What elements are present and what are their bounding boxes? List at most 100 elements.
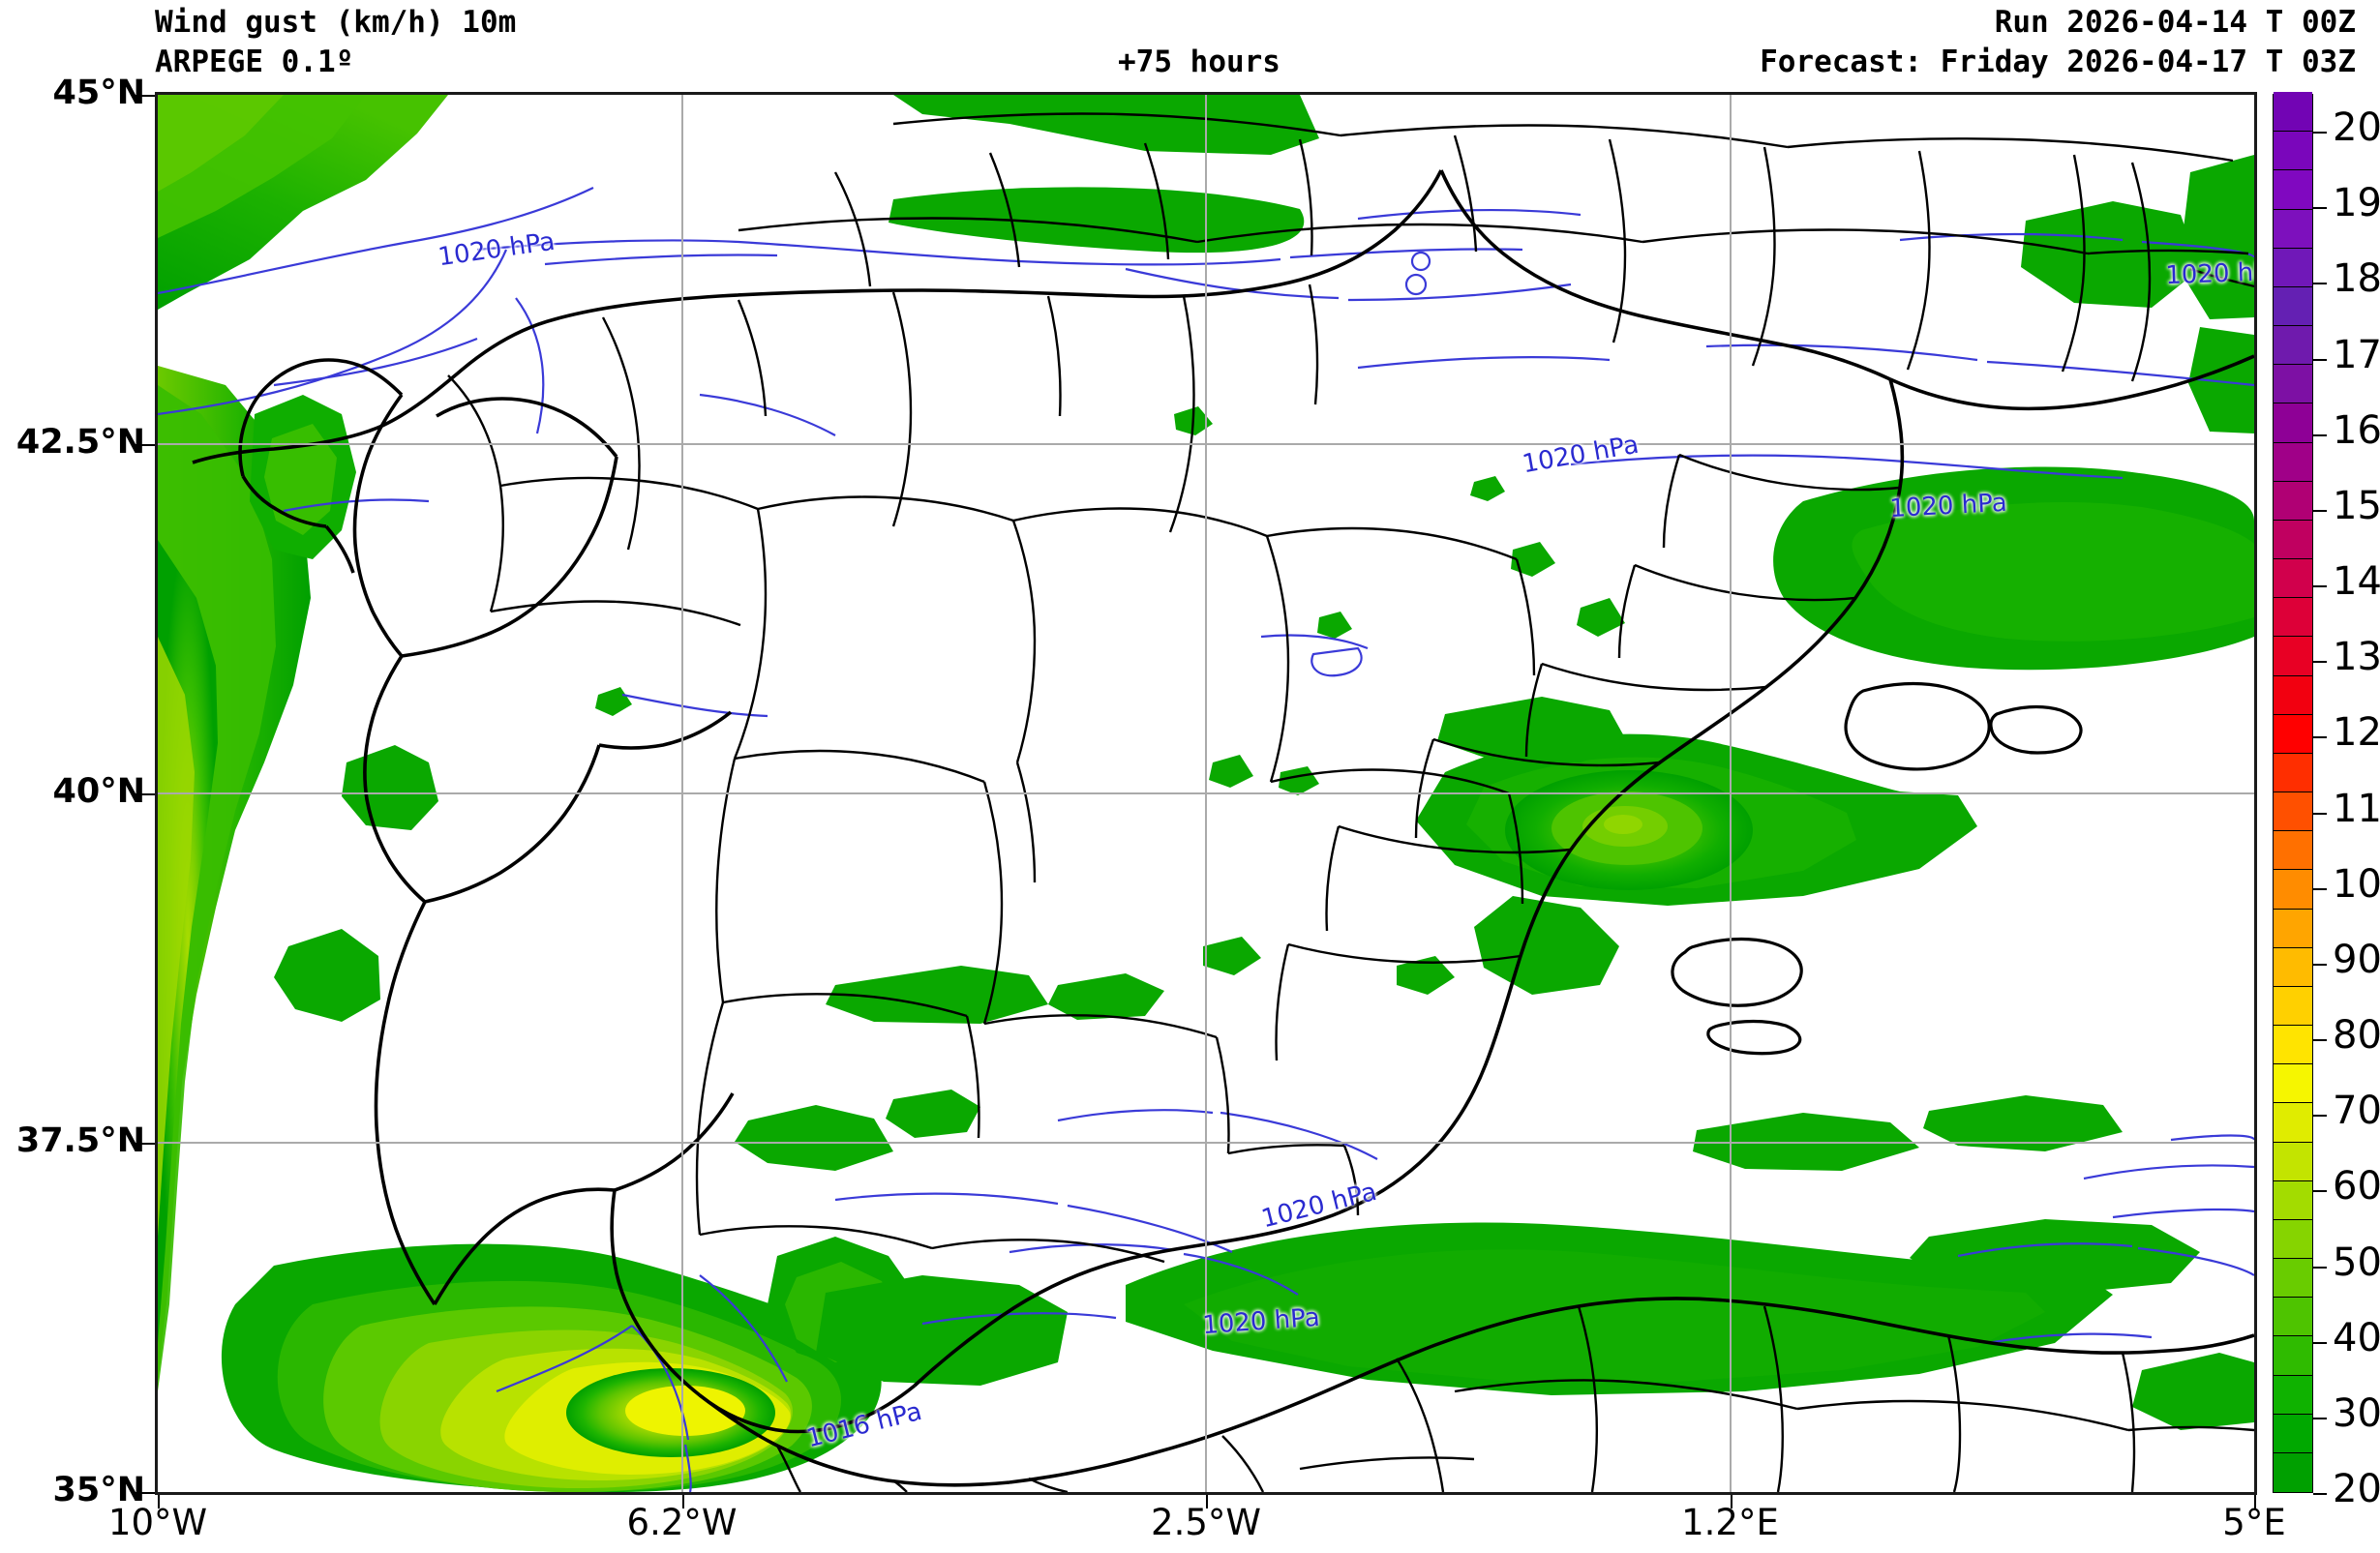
colorbar-segment-divider <box>2274 1141 2312 1143</box>
colorbar-segment <box>2274 286 2312 326</box>
colorbar-segment <box>2274 1335 2312 1376</box>
isobar-label: 1020 hPa <box>2164 256 2257 291</box>
colorbar-segment <box>2274 674 2312 715</box>
colorbar-segment <box>2274 1374 2312 1415</box>
colorbar-segment-divider <box>2274 752 2312 754</box>
colorbar-tick-mark <box>2313 736 2327 739</box>
colorbar-tick-mark <box>2313 1266 2327 1269</box>
colorbar-segment-divider <box>2274 1180 2312 1181</box>
colorbar-segment-divider <box>2274 441 2312 443</box>
colorbar-segment-divider <box>2274 791 2312 792</box>
y-axis-tick-label: 37.5°N <box>15 1121 145 1160</box>
colorbar-segment <box>2274 1258 2312 1299</box>
y-axis-tick-label: 35°N <box>52 1471 146 1509</box>
y-axis-tick-mark <box>136 793 155 795</box>
colorbar-segment <box>2274 1219 2312 1259</box>
colorbar-segment <box>2274 1102 2312 1143</box>
colorbar-segment-divider <box>2274 1413 2312 1415</box>
colorbar-segment <box>2274 169 2312 210</box>
colorbar-segment <box>2274 520 2312 559</box>
colorbar-segment-divider <box>2274 208 2312 210</box>
graticule <box>158 95 2254 1492</box>
y-axis-tick-mark <box>136 444 155 446</box>
isobar-lines <box>158 187 2254 1492</box>
lead-time-label: +75 hours <box>1118 45 1280 79</box>
colorbar-segment-divider <box>2274 713 2312 715</box>
x-axis-tick-label: 5°E <box>2222 1502 2286 1543</box>
colorbar-segment <box>2274 1414 2312 1453</box>
colorbar-segment <box>2274 325 2312 366</box>
x-axis-tick-label: 6.2°W <box>626 1502 738 1543</box>
colorbar-segment-divider <box>2274 169 2312 171</box>
y-axis-tick-mark <box>136 1492 155 1494</box>
colorbar-tick-label: 200 <box>2333 105 2380 151</box>
colorbar-tick-label: 130 <box>2333 635 2380 680</box>
colorbar-segment <box>2274 597 2312 638</box>
colorbar-segment-divider <box>2274 597 2312 599</box>
colorbar-tick-label: 40 <box>2333 1315 2380 1360</box>
colorbar-segment <box>2274 441 2312 482</box>
y-axis-tick-label: 42.5°N <box>15 423 145 462</box>
colorbar-tick-mark <box>2313 1493 2327 1495</box>
colorbar-tick-label: 180 <box>2333 256 2380 302</box>
colorbar-tick-label: 80 <box>2333 1013 2380 1059</box>
colorbar-tick-label: 70 <box>2333 1089 2380 1134</box>
colorbar-segment-divider <box>2274 1297 2312 1299</box>
colorbar-segment-divider <box>2274 946 2312 948</box>
colorbar-segment-divider <box>2274 869 2312 871</box>
colorbar-tick-mark <box>2313 1115 2327 1118</box>
x-axis-tick-mark <box>681 1495 684 1508</box>
y-axis-tick-mark <box>136 1143 155 1145</box>
colorbar-tick-label: 90 <box>2333 937 2380 982</box>
colorbar-tick-label: 160 <box>2333 407 2380 453</box>
map-header: Wind gust (km/h) 10m ARPEGE 0.1º +75 hou… <box>0 0 2380 92</box>
colorbar-tick-mark <box>2313 812 2327 815</box>
colorbar-segment-divider <box>2274 1063 2312 1065</box>
colorbar-tick-mark <box>2313 283 2327 285</box>
colorbar-tick-label: 30 <box>2333 1390 2380 1436</box>
colorbar-segment <box>2274 208 2312 249</box>
colorbar-tick-mark <box>2313 1190 2327 1193</box>
colorbar-segment <box>2274 714 2312 754</box>
colorbar-segment-divider <box>2274 558 2312 559</box>
colorbar-tick-mark <box>2313 132 2327 134</box>
colorbar-segment <box>2274 1297 2312 1337</box>
colorbar-segment <box>2274 1063 2312 1104</box>
colorbar-segments <box>2274 92 2312 1492</box>
colorbar[interactable] <box>2273 92 2313 1493</box>
colorbar-segment-divider <box>2274 364 2312 366</box>
colorbar-tick-label: 50 <box>2333 1239 2380 1285</box>
colorbar-segment <box>2274 248 2312 287</box>
colorbar-tick-label: 110 <box>2333 786 2380 831</box>
x-axis-tick-mark <box>2254 1495 2256 1508</box>
colorbar-tick-label: 140 <box>2333 559 2380 605</box>
colorbar-tick-mark <box>2313 509 2327 512</box>
colorbar-segment-divider <box>2274 636 2312 638</box>
colorbar-segment <box>2274 1180 2312 1220</box>
run-label: Run 2026-04-14 T 00Z <box>1994 5 2356 40</box>
colorbar-segment <box>2274 481 2312 521</box>
x-axis-tick-mark <box>158 1495 160 1508</box>
colorbar-segment <box>2274 1452 2312 1492</box>
colorbar-segment <box>2274 908 2312 948</box>
colorbar-segment-divider <box>2274 285 2312 287</box>
colorbar-segment-divider <box>2274 1258 2312 1259</box>
colorbar-tick-mark <box>2313 1417 2327 1419</box>
colorbar-segment-divider <box>2274 325 2312 326</box>
colorbar-segment <box>2274 558 2312 599</box>
colorbar-tick-mark <box>2313 887 2327 890</box>
colorbar-segment-divider <box>2274 1451 2312 1453</box>
colorbar-segment <box>2274 1141 2312 1181</box>
colorbar-segment-divider <box>2274 131 2312 133</box>
colorbar-segment-divider <box>2274 985 2312 987</box>
weather-map-panel[interactable]: 1020 hPa 1020 hPa 1020 hPa 1020 hPa 1020 hPa… <box>155 92 2257 1495</box>
colorbar-tick-label: 120 <box>2333 710 2380 756</box>
colorbar-segment <box>2274 1025 2312 1065</box>
colorbar-tick-label: 100 <box>2333 861 2380 907</box>
colorbar-segment-divider <box>2274 480 2312 482</box>
colorbar-tick-label: 190 <box>2333 181 2380 226</box>
page-title: Wind gust (km/h) 10m <box>155 5 517 40</box>
colorbar-segment <box>2274 753 2312 792</box>
colorbar-tick-label: 170 <box>2333 332 2380 377</box>
x-axis-tick-label: 1.2°E <box>1681 1502 1779 1543</box>
